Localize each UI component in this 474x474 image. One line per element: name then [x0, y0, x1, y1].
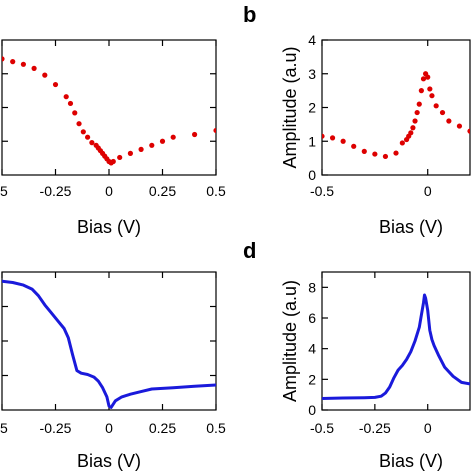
data-point-a — [10, 59, 16, 65]
data-point-a — [138, 146, 144, 152]
data-point-b — [351, 143, 357, 149]
series-line-d — [322, 293, 470, 400]
data-point-a — [117, 154, 123, 161]
data-point-a — [52, 81, 59, 88]
x-tick-label-a: .5 — [0, 183, 8, 199]
x-tick-label-d: 0 — [424, 420, 432, 436]
x-tick-label-a: -0.25 — [40, 183, 72, 199]
data-point-a — [67, 100, 74, 107]
data-point-b — [412, 118, 418, 124]
data-point-a — [80, 129, 86, 135]
data-point-b — [414, 109, 420, 116]
series-line-c — [2, 279, 216, 409]
data-point-a — [170, 134, 176, 140]
x-tick-label-d: -0.5 — [310, 420, 334, 436]
data-point-a — [72, 110, 78, 116]
data-point-b — [433, 103, 439, 109]
x-axis-label-d: Bias (V) — [379, 451, 443, 471]
x-tick-label-c: .5 — [0, 420, 8, 436]
y-tick-label-d: 4 — [308, 341, 316, 357]
data-point-b — [456, 123, 463, 129]
x-tick-label-a: 0.25 — [149, 183, 176, 199]
data-point-b — [410, 125, 416, 131]
x-axis-label-b: Bias (V) — [379, 217, 443, 237]
data-point-b — [439, 109, 446, 116]
data-point-b — [361, 148, 367, 154]
x-axis-label-a: Bias (V) — [77, 217, 141, 237]
data-point-b — [429, 93, 435, 99]
y-tick-label-d: 2 — [308, 371, 316, 387]
chart-panel-d: -0.5 -0.25 0 0 2 4 6 8 Bias (V) Amplitude (a.u) — [280, 271, 471, 471]
data-point-b — [446, 118, 452, 124]
data-point-b — [427, 86, 433, 92]
y-tick-label-b: 2 — [308, 100, 316, 116]
data-point-b — [399, 140, 405, 146]
data-point-b — [329, 135, 336, 141]
data-point-a — [20, 61, 26, 67]
x-axis-label-c: Bias (V) — [77, 451, 141, 471]
data-point-a — [63, 94, 69, 100]
data-point-a — [31, 65, 37, 71]
y-axis-label-d: Amplitude (a.u) — [280, 280, 300, 402]
y-tick-label-b: 3 — [308, 66, 316, 82]
x-tick-label-a: 0 — [105, 183, 113, 199]
data-point-b — [425, 74, 431, 80]
x-tick-label-c: 0.25 — [149, 420, 176, 436]
y-tick-label-d: 6 — [308, 310, 316, 326]
data-point-b — [418, 88, 424, 94]
x-tick-label-c: -0.25 — [40, 420, 72, 436]
data-point-a — [149, 142, 155, 148]
data-point-b — [393, 150, 399, 156]
data-point-b — [467, 128, 470, 134]
data-point-b — [340, 138, 346, 144]
panel-letter-d: d — [243, 238, 256, 263]
x-tick-label-c: 0.5 — [206, 420, 226, 436]
y-tick-label-d: 8 — [308, 279, 316, 295]
data-point-a — [85, 134, 91, 140]
data-point-a — [42, 72, 48, 78]
data-point-a — [159, 138, 166, 144]
axes-frame-d — [321, 271, 471, 411]
data-point-b — [416, 101, 422, 107]
data-point-b — [382, 153, 389, 160]
x-tick-label-b: 0 — [424, 183, 432, 199]
y-tick-label-d: 0 — [308, 402, 316, 418]
data-point-a — [110, 158, 116, 165]
data-point-b — [322, 133, 325, 139]
data-point-a — [213, 127, 216, 134]
data-point-a — [127, 150, 133, 156]
x-tick-label-a: 0.5 — [206, 183, 226, 199]
chart-panel-a: .5 -0.25 0 0.25 0.5 Bias (V) — [0, 39, 226, 237]
panel-letter-b: b — [243, 2, 256, 27]
axes-frame-a — [1, 39, 217, 176]
data-point-b — [408, 130, 414, 136]
data-point-a — [2, 56, 5, 62]
data-point-b — [372, 151, 378, 157]
chart-panel-c: .5 -0.25 0 0.25 0.5 Bias (V) — [0, 271, 226, 471]
x-tick-label-b: -0.5 — [310, 183, 334, 199]
y-tick-label-b: 4 — [308, 32, 316, 48]
x-tick-label-c: 0 — [105, 420, 113, 436]
data-point-a — [89, 140, 95, 146]
y-axis-label-b: Amplitude (a.u) — [280, 46, 300, 168]
data-point-b — [420, 76, 427, 82]
x-tick-label-d: -0.25 — [359, 420, 391, 436]
y-tick-label-b: 1 — [308, 133, 316, 149]
y-tick-label-b: 0 — [308, 167, 316, 183]
data-point-a — [76, 121, 82, 127]
data-point-a — [192, 131, 198, 138]
